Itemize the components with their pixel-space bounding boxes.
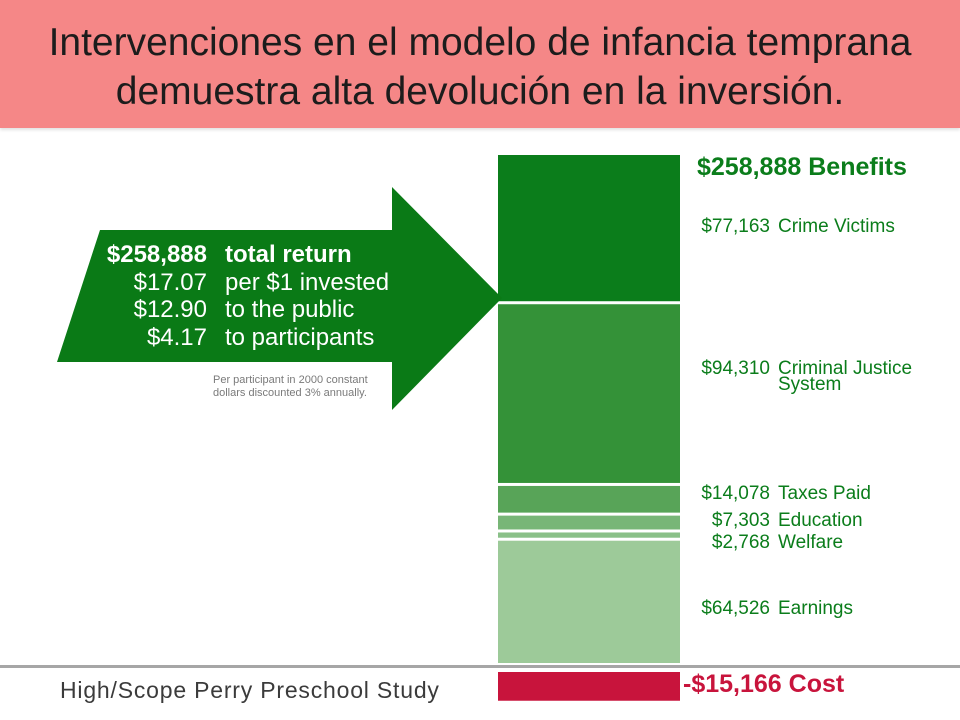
bar-segment-crime-victims bbox=[498, 155, 680, 302]
benefits-total-label: $258,888 Benefits bbox=[697, 153, 907, 181]
callout-label: to participants bbox=[225, 323, 375, 351]
segment-amount: $2,768 bbox=[711, 532, 770, 553]
segment-name: Criminal Justice System bbox=[778, 358, 913, 395]
callout-amount: $258,888 bbox=[106, 241, 207, 268]
footnote: Per participant in 2000 constant dollars… bbox=[213, 374, 368, 400]
segment-name: Taxes Paid bbox=[778, 483, 871, 504]
segment-label-taxes-paid: $14,078 Taxes Paid bbox=[690, 483, 938, 504]
callout-label: total return bbox=[225, 241, 352, 268]
bar-segment-criminal-justice-system bbox=[498, 304, 680, 483]
segment-name: Education bbox=[778, 510, 863, 531]
callout-amount: $17.07 bbox=[133, 268, 207, 296]
benefits-word: Benefits bbox=[808, 153, 907, 181]
return-callout: $258,888 total return $17.07 per $1 inve… bbox=[90, 241, 389, 351]
bar-segment-education bbox=[498, 515, 680, 530]
segment-amount: $94,310 bbox=[701, 358, 770, 379]
callout-amount: $12.90 bbox=[133, 296, 207, 323]
cost-label: -$15,166 Cost bbox=[683, 670, 844, 698]
segment-amount: $77,163 bbox=[701, 216, 770, 237]
stacked-bar-chart bbox=[498, 155, 680, 701]
segment-label-crime-victims: $77,163 Crime Victims bbox=[690, 216, 938, 237]
bar-segment-taxes-paid bbox=[498, 485, 680, 513]
segment-label-education: $7,303 Education bbox=[690, 510, 938, 531]
segment-name: Crime Victims bbox=[778, 216, 895, 237]
callout-label: per $1 invested bbox=[225, 268, 390, 296]
title-banner: Intervenciones en el modelo de infancia … bbox=[0, 0, 960, 128]
baseline-divider bbox=[0, 665, 960, 668]
cost-amount: -$15,166 bbox=[683, 670, 782, 698]
segment-name: Earnings bbox=[778, 598, 853, 619]
callout-row-public: $12.90 to the public bbox=[90, 296, 389, 324]
callout-row-total-return: $258,888 total return bbox=[90, 241, 389, 269]
segment-name: Welfare bbox=[778, 532, 844, 553]
footnote-line-2: dollars discounted 3% annually. bbox=[213, 387, 367, 399]
segment-amount: $14,078 bbox=[701, 483, 770, 504]
arrow-shape bbox=[57, 187, 502, 410]
callout-row-per-dollar: $17.07 per $1 invested bbox=[90, 268, 390, 297]
page-title-line-2: demuestra alta devolución en la inversió… bbox=[115, 70, 845, 113]
segment-amount: $7,303 bbox=[711, 510, 770, 531]
footnote-line-1: Per participant in 2000 constant bbox=[213, 374, 368, 386]
cost-word: Cost bbox=[788, 670, 845, 698]
bar-segment-welfare bbox=[498, 532, 680, 538]
bar-segment-cost bbox=[498, 672, 680, 701]
source-citation: High/Scope Perry Preschool Study bbox=[60, 677, 440, 703]
bar-segment-earnings bbox=[498, 540, 680, 663]
segment-label-welfare: $2,768 Welfare bbox=[690, 532, 938, 553]
callout-label: to the public bbox=[225, 296, 355, 323]
callout-row-participants: $4.17 to participants bbox=[90, 324, 389, 352]
segment-amount: $64,526 bbox=[701, 598, 770, 619]
page-title-line-1: Intervenciones en el modelo de infancia … bbox=[48, 21, 912, 64]
callout-amount: $4.17 bbox=[146, 323, 207, 351]
return-arrow bbox=[57, 187, 502, 410]
benefits-amount: $258,888 bbox=[697, 153, 802, 181]
segment-label-earnings: $64,526 Earnings bbox=[690, 598, 938, 619]
segment-label-criminal-justice-system: $94,310 Criminal Justice System bbox=[690, 358, 938, 395]
